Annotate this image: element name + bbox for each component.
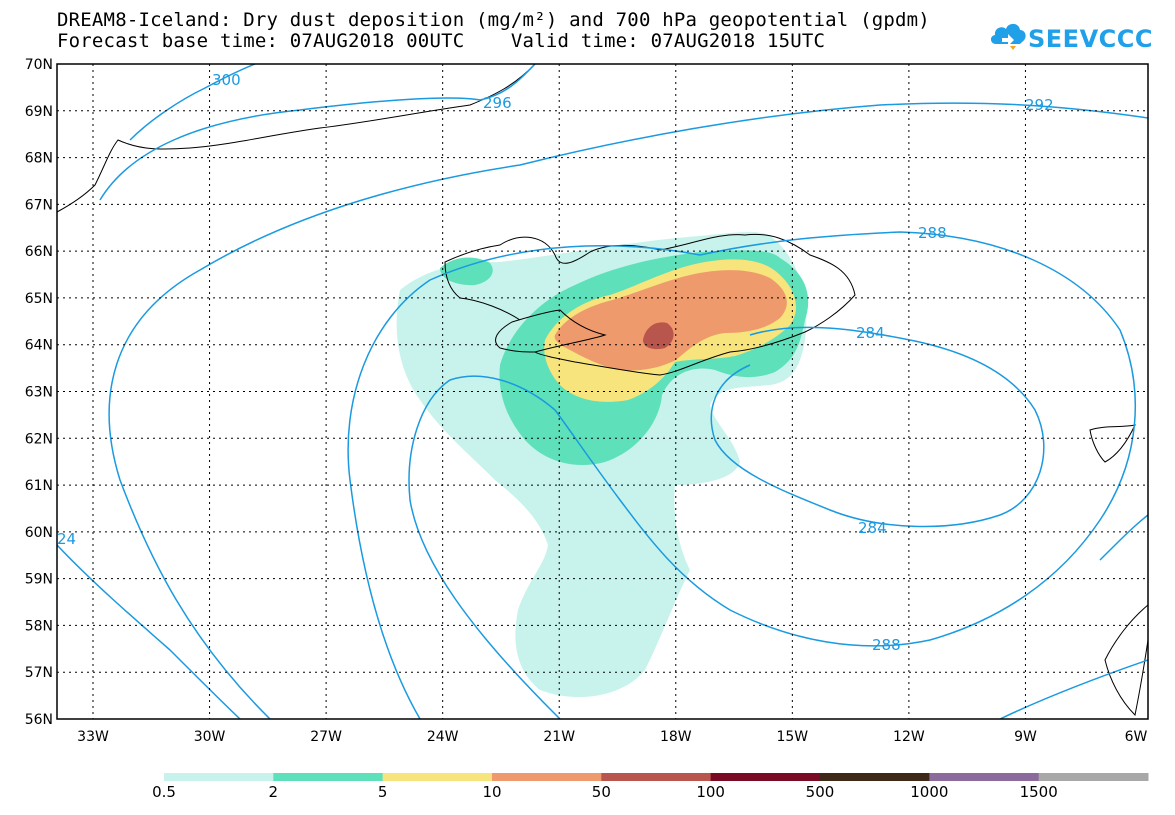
lat-label: 63N — [25, 385, 53, 401]
lon-label: 21W — [543, 729, 575, 745]
lat-label: 58N — [25, 618, 53, 634]
colorbar-swatch — [710, 773, 821, 781]
contour-labels: 300 296 292 288 284 284 288 24 — [57, 71, 1054, 654]
lat-label: 59N — [25, 572, 53, 588]
contour-label-292: 292 — [1025, 96, 1054, 114]
colorbar: 0.5 2 5 10 50 100 500 1000 1500 — [152, 773, 1149, 801]
colorbar-swatch — [382, 773, 493, 781]
graticule — [57, 64, 1148, 719]
contour-284 — [710, 326, 1045, 528]
contour-label-288-south: 288 — [872, 636, 901, 654]
dust-deposition-field — [396, 232, 809, 698]
lon-label: 33W — [77, 729, 109, 745]
colorbar-swatch — [492, 773, 602, 781]
seevccc-logo: SEEVCCC — [988, 18, 1153, 58]
colorbar-tick-label: 50 — [592, 783, 611, 801]
colorbar-swatch — [820, 773, 930, 781]
contour-southeast — [999, 659, 1148, 719]
geopotential-contours — [57, 64, 1148, 719]
lon-label: 15W — [776, 729, 808, 745]
scotland-coastline — [1104, 604, 1148, 717]
contour-label-west: 24 — [57, 530, 76, 548]
coastlines — [57, 64, 1148, 717]
dust-level-10 — [554, 270, 787, 371]
logo-text: SEEVCCC — [1028, 25, 1153, 53]
longitude-labels: 33W 30W 27W 24W 21W 18W 15W 12W 9W 6W — [77, 729, 1147, 745]
lat-label: 68N — [25, 151, 53, 167]
lat-label: 65N — [25, 291, 53, 307]
lon-label: 27W — [310, 729, 342, 745]
colorbar-swatch — [1038, 773, 1149, 781]
map-frame — [56, 63, 1149, 720]
colorbar-swatch — [601, 773, 712, 781]
contour-296 — [99, 64, 536, 201]
lon-label: 30W — [194, 729, 226, 745]
contour-292 — [108, 102, 1148, 719]
colorbar-tick-label: 10 — [482, 783, 501, 801]
map-title: DREAM8-Iceland: Dry dust deposition (mg/… — [57, 9, 930, 31]
colorbar-tick-label: 1500 — [1020, 783, 1058, 801]
lon-label: 6W — [1125, 729, 1148, 745]
colorbar-tick-label: 500 — [806, 783, 835, 801]
colorbar-swatch — [164, 773, 274, 781]
colorbar-tick-label: 1000 — [910, 783, 948, 801]
lat-label: 57N — [25, 665, 53, 681]
lon-label: 12W — [893, 729, 925, 745]
dust-level-50 — [643, 322, 674, 350]
lat-label: 62N — [25, 431, 53, 447]
contour-east-edge — [1099, 514, 1148, 561]
faroe-coastline — [1089, 424, 1136, 463]
contour-label-300: 300 — [212, 71, 241, 89]
lat-label: 66N — [25, 244, 53, 260]
contour-southwest — [57, 544, 241, 719]
lat-label: 69N — [25, 104, 53, 120]
cloud-icon — [990, 23, 1026, 50]
contour-300 — [129, 64, 256, 141]
contour-label-296: 296 — [483, 94, 512, 112]
iceland-coastline — [444, 233, 856, 376]
colorbar-swatch — [273, 773, 384, 781]
lon-label: 9W — [1014, 729, 1037, 745]
colorbar-swatch — [929, 773, 1040, 781]
colorbar-tick-label: 100 — [696, 783, 725, 801]
lon-label: 24W — [427, 729, 459, 745]
lon-label: 18W — [660, 729, 692, 745]
contour-label-284-south: 284 — [858, 519, 887, 537]
colorbar-tick-label: 2 — [269, 783, 279, 801]
lat-label: 60N — [25, 525, 53, 541]
lat-label: 67N — [25, 197, 53, 213]
dust-level-2b — [440, 257, 493, 286]
colorbar-tick-label: 5 — [378, 783, 388, 801]
contour-288 — [347, 231, 1137, 719]
greenland-coastline — [57, 64, 536, 213]
map-subtitle: Forecast base time: 07AUG2018 00UTC Vali… — [57, 30, 826, 52]
lat-label: 64N — [25, 338, 53, 354]
latitude-labels: 70N 69N 68N 67N 66N 65N 64N 63N 62N 61N 60N 59N 58N 5… — [25, 57, 53, 728]
lat-label: 70N — [25, 57, 53, 73]
contour-label-288-north: 288 — [918, 224, 947, 242]
contour-label-284-north: 284 — [856, 324, 885, 342]
colorbar-tick-label: 0.5 — [152, 783, 176, 801]
lat-label: 56N — [25, 712, 53, 728]
lat-label: 61N — [25, 478, 53, 494]
